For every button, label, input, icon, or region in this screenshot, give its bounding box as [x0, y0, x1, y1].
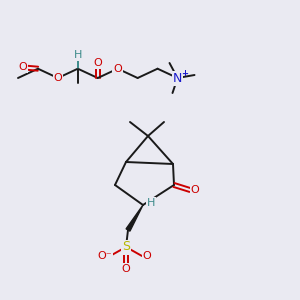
Text: O: O: [142, 251, 152, 261]
Polygon shape: [126, 205, 143, 231]
Text: S: S: [122, 241, 130, 254]
Text: O: O: [113, 64, 122, 74]
Text: O: O: [53, 73, 62, 83]
Text: +: +: [181, 68, 188, 77]
Text: O: O: [18, 62, 27, 72]
Text: O⁻: O⁻: [98, 251, 112, 261]
Text: O: O: [122, 264, 130, 274]
Text: N: N: [173, 71, 182, 85]
Text: O: O: [93, 58, 102, 68]
Text: H: H: [147, 198, 155, 208]
Text: H: H: [74, 50, 82, 60]
Text: O: O: [190, 185, 200, 195]
